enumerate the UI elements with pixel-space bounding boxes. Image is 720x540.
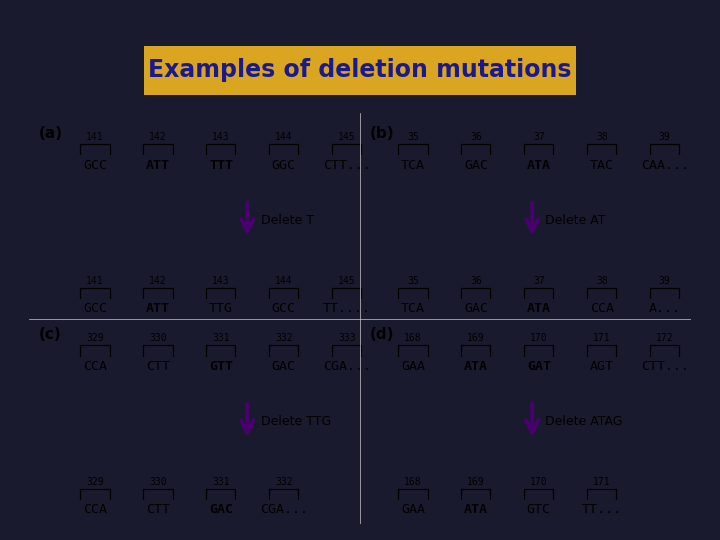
Text: 39: 39 <box>659 132 670 142</box>
Text: Examples of deletion mutations: Examples of deletion mutations <box>148 58 572 82</box>
Text: 35: 35 <box>407 132 419 142</box>
Text: Delete T: Delete T <box>261 214 314 227</box>
Text: 331: 331 <box>212 477 230 487</box>
Text: CCA: CCA <box>590 302 613 315</box>
Text: 39: 39 <box>659 276 670 286</box>
Text: (d): (d) <box>370 327 395 342</box>
Text: 36: 36 <box>470 276 482 286</box>
Text: CGA...: CGA... <box>323 360 371 373</box>
Text: GAC: GAC <box>209 503 233 516</box>
Text: 330: 330 <box>149 477 167 487</box>
Text: 169: 169 <box>467 333 485 343</box>
Text: CGA...: CGA... <box>260 503 308 516</box>
Text: 143: 143 <box>212 276 230 286</box>
Text: TT...: TT... <box>582 503 622 516</box>
Text: 171: 171 <box>593 333 611 343</box>
Text: 169: 169 <box>467 477 485 487</box>
Text: ATT: ATT <box>146 302 170 315</box>
Text: 38: 38 <box>596 276 608 286</box>
Text: Delete ATAG: Delete ATAG <box>546 415 623 428</box>
Text: 172: 172 <box>656 333 673 343</box>
Text: 144: 144 <box>275 132 292 142</box>
Text: ATA: ATA <box>464 360 488 373</box>
Text: 145: 145 <box>338 132 356 142</box>
Text: 142: 142 <box>149 132 167 142</box>
Text: GAC: GAC <box>464 302 488 315</box>
Text: A...: A... <box>649 302 680 315</box>
Text: 36: 36 <box>470 132 482 142</box>
Text: CCA: CCA <box>83 360 107 373</box>
Text: GCC: GCC <box>83 302 107 315</box>
Text: ATA: ATA <box>527 159 551 172</box>
Text: GTC: GTC <box>527 503 551 516</box>
Text: GCC: GCC <box>83 159 107 172</box>
Text: TCA: TCA <box>401 302 425 315</box>
Text: (a): (a) <box>39 126 63 141</box>
Text: 168: 168 <box>404 333 422 343</box>
Text: 168: 168 <box>404 477 422 487</box>
Text: 143: 143 <box>212 132 230 142</box>
Text: 142: 142 <box>149 276 167 286</box>
Text: ATT: ATT <box>146 159 170 172</box>
Text: 38: 38 <box>596 132 608 142</box>
Text: Delete TTG: Delete TTG <box>261 415 331 428</box>
Text: 170: 170 <box>530 333 548 343</box>
Text: GAA: GAA <box>401 503 425 516</box>
Text: (c): (c) <box>39 327 61 342</box>
Text: CTT...: CTT... <box>323 159 371 172</box>
Text: AGT: AGT <box>590 360 613 373</box>
Text: GAA: GAA <box>401 360 425 373</box>
Text: CTT: CTT <box>146 503 170 516</box>
Text: 329: 329 <box>86 477 104 487</box>
Text: TCA: TCA <box>401 159 425 172</box>
Text: 141: 141 <box>86 132 104 142</box>
Text: ATA: ATA <box>527 302 551 315</box>
Text: TAC: TAC <box>590 159 613 172</box>
Text: TT....: TT.... <box>323 302 371 315</box>
Text: 145: 145 <box>338 276 356 286</box>
Text: 144: 144 <box>275 276 292 286</box>
Text: TTT: TTT <box>209 159 233 172</box>
Text: CCA: CCA <box>83 503 107 516</box>
Text: 37: 37 <box>533 276 545 286</box>
Text: 329: 329 <box>86 333 104 343</box>
Text: 170: 170 <box>530 477 548 487</box>
Text: Delete AT: Delete AT <box>546 214 606 227</box>
Text: GTT: GTT <box>209 360 233 373</box>
Text: GGC: GGC <box>272 159 296 172</box>
Text: 330: 330 <box>149 333 167 343</box>
Text: 332: 332 <box>275 477 292 487</box>
Text: 37: 37 <box>533 132 545 142</box>
Text: 332: 332 <box>275 333 292 343</box>
Text: TTG: TTG <box>209 302 233 315</box>
Text: CAA...: CAA... <box>641 159 689 172</box>
Text: 331: 331 <box>212 333 230 343</box>
Text: GAC: GAC <box>464 159 488 172</box>
Text: 35: 35 <box>407 276 419 286</box>
Text: CTT...: CTT... <box>641 360 689 373</box>
Text: 141: 141 <box>86 276 104 286</box>
Text: GCC: GCC <box>272 302 296 315</box>
Text: (b): (b) <box>370 126 395 141</box>
Text: GAC: GAC <box>272 360 296 373</box>
Text: 171: 171 <box>593 477 611 487</box>
Text: CTT: CTT <box>146 360 170 373</box>
Text: ATA: ATA <box>464 503 488 516</box>
Text: 333: 333 <box>338 333 356 343</box>
Text: GAT: GAT <box>527 360 551 373</box>
